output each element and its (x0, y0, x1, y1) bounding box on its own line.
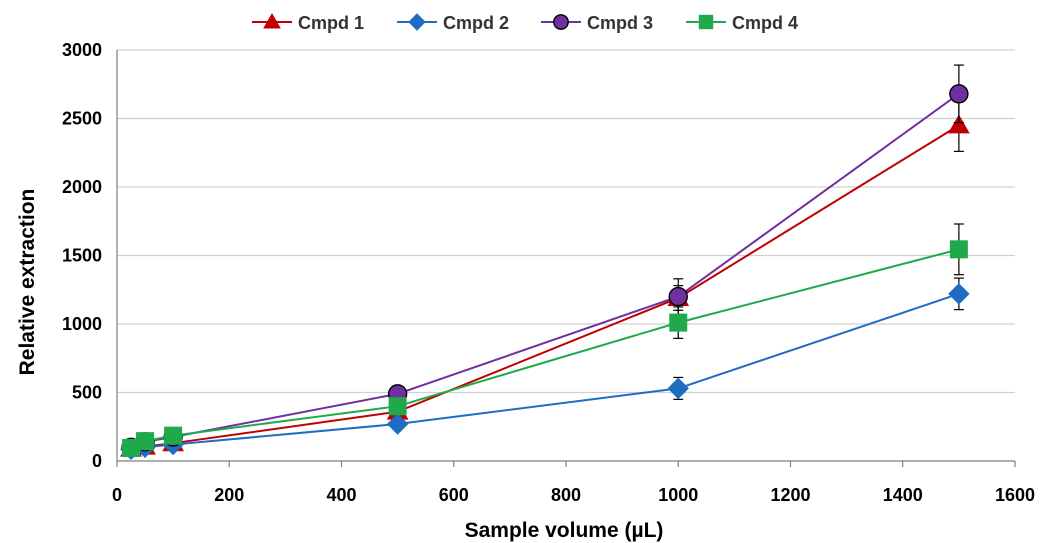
data-point-cmpd-4 (136, 432, 155, 451)
x-tick-label: 1600 (995, 485, 1035, 505)
data-point-cmpd-2 (667, 377, 689, 400)
y-tick-label: 2500 (62, 109, 102, 129)
legend: Cmpd 1 Cmpd 2 Cmpd 3 Cmpd 4 (252, 12, 798, 33)
y-axis-title: Relative extraction (16, 189, 39, 376)
series-line-cmpd-3 (130, 93, 960, 449)
x-tick-label: 800 (551, 485, 581, 505)
data-point-cmpd-2 (386, 413, 409, 435)
data-point-cmpd-3 (668, 286, 688, 307)
legend-label-cmpd-1: Cmpd 1 (298, 13, 364, 33)
data-point-cmpd-4 (669, 313, 688, 332)
y-tick-label: 0 (92, 451, 102, 471)
x-tick-label: 0 (112, 485, 122, 505)
series-line-cmpd-1 (130, 124, 960, 450)
data-point-cmpd-4 (164, 426, 183, 445)
x-tick-label: 1000 (658, 485, 698, 505)
series-group (120, 64, 970, 461)
legend-item-cmpd-2: Cmpd 2 (397, 13, 509, 33)
legend-item-cmpd-4: Cmpd 4 (686, 13, 798, 33)
y-tick-label: 1000 (62, 314, 102, 334)
gridlines (117, 49, 1015, 394)
series-line-cmpd-2 (130, 292, 960, 451)
data-point-cmpd-4 (388, 397, 407, 416)
x-axis-ticks: 0 200 400 600 800 1000 1200 1400 1600 (112, 461, 1035, 505)
legend-marker-cmpd-1 (263, 12, 281, 29)
legend-marker-cmpd-2 (408, 13, 426, 31)
data-point-cmpd-1 (948, 114, 970, 134)
x-tick-label: 200 (214, 485, 244, 505)
legend-item-cmpd-1: Cmpd 1 (252, 12, 364, 33)
series-4 (122, 223, 968, 457)
x-tick-label: 600 (439, 485, 469, 505)
series-1 (120, 98, 970, 457)
series-3 (121, 64, 969, 457)
legend-marker-cmpd-3 (553, 14, 569, 30)
legend-label-cmpd-3: Cmpd 3 (587, 13, 653, 33)
x-tick-label: 1400 (883, 485, 923, 505)
legend-label-cmpd-4: Cmpd 4 (732, 13, 798, 33)
x-tick-label: 400 (326, 485, 356, 505)
y-tick-label: 500 (72, 383, 102, 403)
series-line-cmpd-4 (130, 248, 960, 449)
x-tick-label: 1200 (770, 485, 810, 505)
data-point-cmpd-3 (949, 84, 969, 104)
x-axis-title: Sample volume (µL) (465, 519, 664, 542)
data-point-cmpd-2 (948, 283, 970, 305)
y-tick-label: 1500 (62, 246, 102, 266)
y-tick-label: 2000 (62, 177, 102, 197)
y-tick-label: 3000 (62, 40, 102, 60)
data-point-cmpd-4 (949, 240, 968, 259)
legend-item-cmpd-3: Cmpd 3 (541, 13, 653, 33)
y-axis-ticks: 0 500 1000 1500 2000 2500 3000 (62, 40, 102, 471)
legend-marker-cmpd-4 (698, 14, 714, 30)
legend-label-cmpd-2: Cmpd 2 (443, 13, 509, 33)
data-point-cmpd-4 (122, 438, 141, 457)
